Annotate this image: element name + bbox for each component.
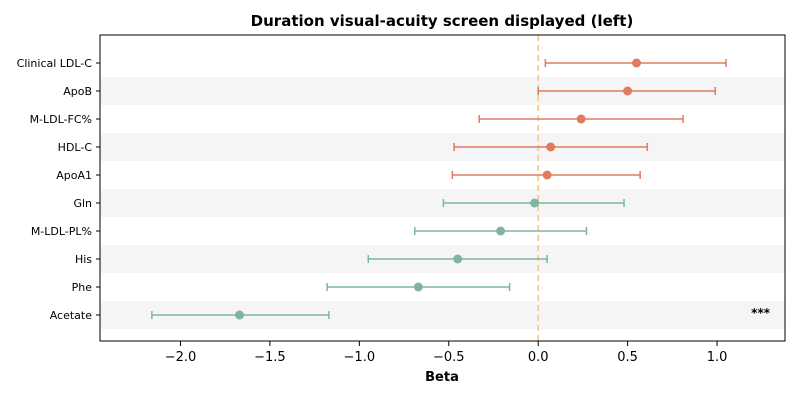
chart-title: Duration visual-acuity screen displayed … (251, 12, 634, 30)
x-tick-label: −1.0 (344, 350, 376, 365)
beta-point (623, 86, 633, 96)
row-shade (100, 189, 785, 217)
beta-point (453, 254, 463, 264)
x-axis-label: Beta (425, 370, 459, 385)
beta-point (546, 142, 556, 152)
y-tick-label: ApoB (63, 85, 92, 98)
beta-point (632, 58, 642, 68)
y-tick-label: Gln (73, 197, 92, 210)
x-tick-label: 1.0 (707, 350, 728, 365)
y-tick-label: Acetate (50, 309, 93, 322)
beta-point (576, 114, 586, 124)
x-tick-label: −0.5 (433, 350, 465, 365)
beta-point (530, 198, 540, 208)
y-axis-ticks: Clinical LDL-C ApoB M-LDL-FC% HDL-C ApoA1 Gln… (17, 57, 100, 322)
significance-annotations: *** (751, 306, 771, 320)
beta-point (496, 226, 506, 236)
beta-point (235, 310, 245, 320)
beta-point (413, 282, 423, 292)
x-axis-ticks: −2.0 −1.5 −1.0 −0.5 0.0 0.5 1.0 (165, 341, 728, 365)
y-tick-label: HDL-C (58, 141, 93, 154)
y-tick-label: M-LDL-FC% (30, 113, 92, 126)
x-tick-label: 0.5 (617, 350, 638, 365)
x-tick-label: −1.5 (254, 350, 286, 365)
y-tick-label: ApoA1 (56, 169, 92, 182)
y-tick-label: Phe (72, 281, 93, 294)
row-shading (100, 77, 785, 329)
y-tick-label: His (75, 253, 92, 266)
y-tick-label: M-LDL-PL% (31, 225, 92, 238)
row-shade (100, 133, 785, 161)
significance-annotation: *** (751, 306, 771, 320)
beta-points (235, 58, 642, 320)
x-tick-label: 0.0 (528, 350, 549, 365)
beta-point (542, 170, 552, 180)
x-tick-label: −2.0 (165, 350, 197, 365)
plot-frame (99, 34, 786, 342)
y-tick-label: Clinical LDL-C (17, 57, 93, 70)
